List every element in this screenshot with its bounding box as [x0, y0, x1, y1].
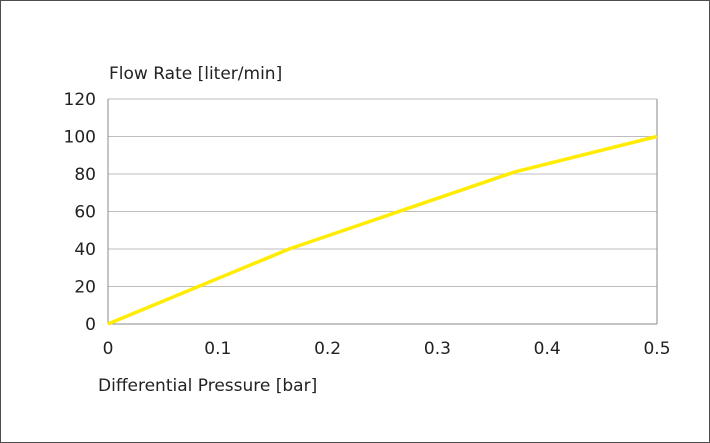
tick-labels: 0 20 40 60 80 100 120 0 0.1 0.2 0.3 0.4 0.5: [64, 90, 671, 359]
y-tick-label-0: 0: [85, 315, 96, 335]
x-tick-label-1: 0.1: [204, 339, 231, 359]
series-layer: [107, 134, 658, 326]
y-tick-label-4: 80: [74, 165, 96, 185]
y-tick-label-5: 100: [64, 128, 96, 148]
series-line-0: [107, 134, 658, 326]
y-axis-title: Flow Rate [liter/min]: [109, 64, 282, 84]
grid-lines: [108, 98, 657, 287]
y-tick-label-6: 120: [64, 90, 96, 110]
y-tick-label-1: 20: [74, 278, 96, 298]
x-tick-label-3: 0.3: [424, 339, 451, 359]
x-tick-label-4: 0.4: [534, 339, 561, 359]
x-axis-title: Differential Pressure [bar]: [98, 376, 317, 396]
x-tick-label-2: 0.2: [314, 339, 341, 359]
x-tick-label-0: 0: [103, 339, 114, 359]
y-tick-label-3: 60: [74, 203, 96, 223]
y-tick-label-2: 40: [74, 240, 96, 260]
x-tick-label-5: 0.5: [643, 339, 670, 359]
